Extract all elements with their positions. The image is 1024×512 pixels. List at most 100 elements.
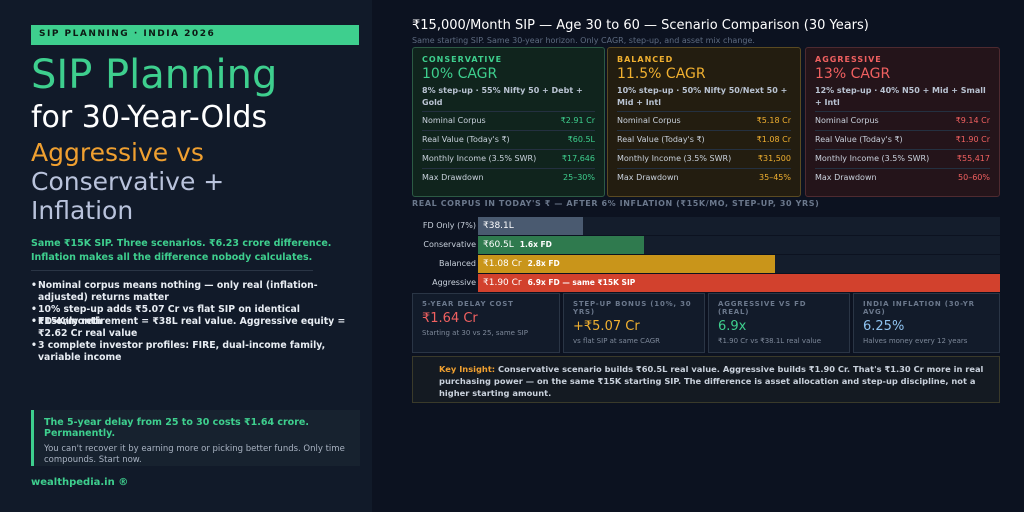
card-row: Real Value (Today's ₹) ₹1.90 Cr <box>815 130 990 149</box>
stat-note: Starting at 30 vs 25, same SIP <box>422 329 528 337</box>
card-row: Monthly Income (3.5% SWR) ₹31,500 <box>617 149 791 168</box>
insight-text: Conservative scenario builds ₹60.5L real… <box>439 364 984 398</box>
right-subtitle: Same starting SIP. Same 30-year horizon.… <box>412 36 755 45</box>
bar-track <box>478 217 1000 235</box>
stat-value: 6.25% <box>863 319 905 334</box>
stat-label: STEP-UP BONUS (10%, 30 YRS) <box>573 300 692 316</box>
chart-title: REAL CORPUS IN TODAY'S ₹ — AFTER 6% INFL… <box>412 199 820 208</box>
insight: Key Insight: Conservative scenario build… <box>412 356 1000 403</box>
stat-label: AGGRESSIVE VS FD (REAL) <box>718 300 807 316</box>
scenario-card: CONSERVATIVE 10% CAGR 8% step-up · 55% Nif… <box>412 47 605 197</box>
card-row: Max Drawdown 35–45% <box>617 168 791 187</box>
row-label: Nominal Corpus <box>617 116 681 125</box>
bullet: Nominal corpus means nothing — only real… <box>31 280 366 303</box>
row-value: 25–30% <box>563 173 595 182</box>
card-cagr: 10% CAGR <box>422 66 498 82</box>
card-label: AGGRESSIVE <box>815 55 882 64</box>
card-row: Real Value (Today's ₹) ₹60.5L <box>422 130 595 149</box>
row-value: ₹60.5L <box>567 135 595 144</box>
card-cagr: 13% CAGR <box>815 66 891 82</box>
right-title: ₹15,000/Month SIP — Age 30 to 60 — Scena… <box>412 18 869 33</box>
bar-note: 1.6x FD <box>519 240 552 249</box>
stat-label: INDIA INFLATION (30-YR AVG) <box>863 300 975 316</box>
stat-note: vs flat SIP at same CAGR <box>573 337 661 345</box>
title-line: for 30-Year-Olds <box>31 100 268 135</box>
title-line: Conservative + <box>31 167 225 196</box>
card-label: CONSERVATIVE <box>422 55 503 64</box>
card-desc: 12% step-up · 40% N50 + Mid + Small + In… <box>815 86 986 107</box>
stat-note: ₹1.90 Cr vs ₹38.1L real value <box>718 337 822 345</box>
stat-value: +₹5.07 Cr <box>573 319 640 334</box>
bar: ₹1.90 Cr 6.9x FD — same ₹15K SIP <box>478 274 1000 292</box>
callout: The 5-year delay from 25 to 30 costs ₹1.… <box>31 410 360 466</box>
bar-value-label: ₹60.5L <box>483 240 514 250</box>
bar-label: Conservative <box>423 240 476 249</box>
bar: ₹60.5L 1.6x FD <box>478 236 645 254</box>
bar-label: Aggressive <box>432 278 476 287</box>
card-label: BALANCED <box>617 55 674 64</box>
scenario-card: BALANCED 11.5% CAGR 10% step-up · 50% Nift… <box>607 47 801 197</box>
row-value: ₹9.14 Cr <box>955 116 990 125</box>
row-label: Monthly Income (3.5% SWR) <box>617 154 732 163</box>
bar: ₹38.1L <box>478 217 583 235</box>
card-row: Max Drawdown 50–60% <box>815 168 990 187</box>
card-row: Nominal Corpus ₹5.18 Cr <box>617 111 791 130</box>
card-row: Monthly Income (3.5% SWR) ₹17,646 <box>422 149 595 168</box>
row-label: Max Drawdown <box>422 173 484 182</box>
callout-text: You can't recover it by earning more or … <box>44 444 345 465</box>
bar-label: FD Only (7%) <box>422 221 476 230</box>
tag: SIP PLANNING · INDIA 2026 <box>31 25 359 45</box>
row-label: Monthly Income (3.5% SWR) <box>422 154 537 163</box>
title-line: Inflation <box>31 196 134 225</box>
card-row: Max Drawdown 25–30% <box>422 168 595 187</box>
card-row: Monthly Income (3.5% SWR) ₹55,417 <box>815 149 990 168</box>
card-row: Real Value (Today's ₹) ₹1.08 Cr <box>617 130 791 149</box>
bar: ₹1.08 Cr 2.8x FD <box>478 255 775 273</box>
title-line: Aggressive vs <box>31 138 204 167</box>
row-value: ₹2.91 Cr <box>560 116 595 125</box>
stat-box: 5-YEAR DELAY COST ₹1.64 Cr Starting at 30 … <box>412 293 560 353</box>
bar-label: Balanced <box>439 259 476 268</box>
bar-note: 6.9x FD — same ₹15K SIP <box>527 278 636 287</box>
row-value: 50–60% <box>958 173 990 182</box>
bar-value-label: ₹1.90 Cr <box>483 278 522 288</box>
row-label: Nominal Corpus <box>422 116 486 125</box>
row-label: Real Value (Today's ₹) <box>422 135 510 144</box>
row-label: Real Value (Today's ₹) <box>617 135 705 144</box>
card-desc: 10% step-up · 50% Nifty 50/Next 50 + Mid… <box>617 86 788 107</box>
stat-box: STEP-UP BONUS (10%, 30 YRS) +₹5.07 Cr vs f… <box>563 293 705 353</box>
row-label: Real Value (Today's ₹) <box>815 135 903 144</box>
bar-value-label: ₹38.1L <box>483 221 514 231</box>
card-row: Nominal Corpus ₹2.91 Cr <box>422 111 595 130</box>
card-row: Nominal Corpus ₹9.14 Cr <box>815 111 990 130</box>
card-desc: 8% step-up · 55% Nifty 50 + Debt + Gold <box>422 86 583 107</box>
subtitle: Inflation makes all the difference nobod… <box>31 252 313 263</box>
scenario-card: AGGRESSIVE 13% CAGR 12% step-up · 40% N50 … <box>805 47 1000 197</box>
stat-value: ₹1.64 Cr <box>422 311 478 326</box>
row-value: ₹1.08 Cr <box>756 135 791 144</box>
stat-label: 5-YEAR DELAY COST <box>422 300 514 308</box>
bar-note: 2.8x FD <box>527 259 560 268</box>
row-value: ₹5.18 Cr <box>756 116 791 125</box>
row-label: Max Drawdown <box>617 173 679 182</box>
bullet: FD-only retirement = ₹38L real value. Ag… <box>31 316 366 339</box>
row-value: ₹31,500 <box>757 154 791 163</box>
insight-lead: Key Insight: <box>439 364 496 374</box>
row-value: 35–45% <box>759 173 791 182</box>
callout-title: The 5-year delay from 25 to 30 costs ₹1.… <box>44 417 309 439</box>
divider <box>31 270 313 271</box>
card-cagr: 11.5% CAGR <box>617 66 706 82</box>
stat-box: AGGRESSIVE VS FD (REAL) 6.9x ₹1.90 Cr vs ₹… <box>708 293 850 353</box>
row-label: Max Drawdown <box>815 173 877 182</box>
row-value: ₹17,646 <box>561 154 595 163</box>
bar-value-label: ₹1.08 Cr <box>483 259 522 269</box>
subtitle: Same ₹15K SIP. Three scenarios. ₹6.23 cr… <box>31 238 332 249</box>
stat-value: 6.9x <box>718 319 747 334</box>
row-label: Monthly Income (3.5% SWR) <box>815 154 930 163</box>
title-line: SIP Planning <box>31 52 278 98</box>
stat-box: INDIA INFLATION (30-YR AVG) 6.25% Halves m… <box>853 293 1000 353</box>
row-value: ₹55,417 <box>956 154 990 163</box>
row-label: Nominal Corpus <box>815 116 879 125</box>
row-value: ₹1.90 Cr <box>955 135 990 144</box>
